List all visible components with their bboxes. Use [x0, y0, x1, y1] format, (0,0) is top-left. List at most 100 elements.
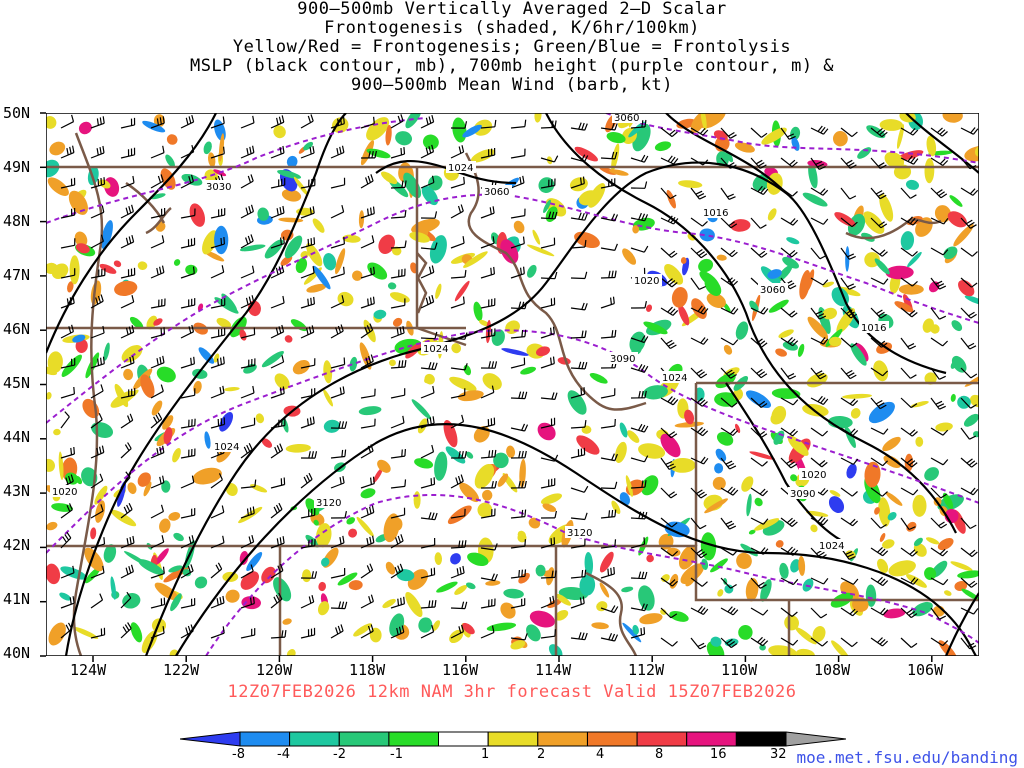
wind-barb — [150, 535, 165, 549]
wind-barb — [720, 306, 739, 315]
shade-patch — [203, 141, 212, 155]
shade-patch — [121, 345, 143, 363]
wind-barb — [360, 116, 375, 129]
shade-patch — [335, 248, 346, 275]
shade-patch — [424, 375, 433, 384]
wind-barb — [270, 145, 285, 159]
wind-barb — [180, 266, 195, 279]
wind-barb — [840, 487, 858, 497]
shade-patch — [473, 301, 483, 322]
wind-barb — [750, 157, 767, 169]
shade-patch — [775, 348, 787, 357]
wind-barb — [540, 392, 558, 400]
wind-barb — [540, 211, 558, 220]
shade-patch — [713, 130, 728, 141]
wind-barb — [540, 570, 557, 579]
wind-barb — [420, 175, 435, 189]
shade-patch — [454, 280, 470, 302]
shade-patch — [925, 537, 940, 545]
shade-patch — [94, 485, 108, 505]
lon-label: 124W — [70, 661, 107, 679]
shade-patch — [261, 438, 273, 448]
shade-patch — [643, 321, 668, 335]
shade-patch — [189, 203, 206, 227]
shade-patch — [787, 435, 809, 456]
wind-barb — [900, 547, 918, 557]
wind-barb — [810, 187, 829, 196]
wind-barb — [690, 426, 709, 437]
wind-barb — [660, 306, 679, 316]
wind-barb — [480, 573, 498, 582]
wind-barb — [450, 204, 464, 219]
wind-barb — [240, 295, 255, 309]
wind-barb — [630, 335, 649, 344]
shade-patch — [192, 467, 222, 485]
wind-barb — [870, 576, 889, 587]
shade-patch — [392, 246, 402, 256]
wind-barb — [510, 148, 526, 159]
shade-patch — [313, 519, 319, 526]
shade-patch — [806, 510, 829, 517]
wind-barb — [60, 207, 76, 219]
wind-barb — [810, 247, 827, 260]
wind-barb — [930, 187, 948, 199]
shade-patch — [74, 231, 88, 247]
shade-patch — [924, 467, 939, 481]
shade-patch — [481, 489, 493, 501]
wind-barb — [150, 566, 165, 579]
colorbar — [180, 731, 846, 747]
wind-barb — [120, 442, 132, 459]
shade-patch — [828, 496, 845, 514]
shade-patch — [168, 565, 183, 573]
wind-barb — [60, 324, 74, 339]
map-panel: 1024 1016 1020 1016 1024 1024 1020 1024 … — [46, 113, 979, 656]
wind-barb — [810, 457, 828, 468]
credit-url[interactable]: moe.met.fsu.edu/banding — [796, 748, 1018, 767]
shade-patch — [874, 507, 880, 515]
shade-patch — [641, 475, 659, 496]
shade-patch — [958, 279, 975, 297]
wind-barb — [480, 449, 497, 459]
shade-patch — [360, 140, 375, 166]
shade-patch — [555, 593, 571, 606]
wind-barb — [90, 145, 105, 159]
wind-barb — [750, 306, 769, 315]
wind-barb — [420, 385, 435, 399]
wind-barb — [930, 157, 949, 167]
shade-patch — [445, 446, 466, 464]
wind-barb — [300, 358, 316, 369]
wind-barb — [300, 206, 315, 219]
shade-patch — [123, 551, 149, 567]
shade-patch — [543, 199, 551, 214]
wind-barb — [390, 268, 406, 279]
shade-patch — [485, 580, 501, 586]
shade-patch — [239, 244, 266, 252]
shade-patch — [352, 270, 363, 281]
shade-patch — [736, 552, 752, 569]
shade-patch — [949, 195, 963, 207]
wind-barb — [270, 205, 285, 219]
wind-barb — [630, 423, 649, 433]
wind-barb — [420, 567, 436, 579]
wind-barb — [780, 217, 799, 226]
wind-barb — [630, 480, 647, 489]
wind-barb — [870, 187, 887, 200]
wind-barb — [360, 150, 377, 159]
shade-patch — [950, 393, 956, 402]
shade-patch — [950, 561, 973, 571]
shade-patch — [85, 566, 101, 584]
wind-barb — [210, 237, 225, 249]
wind-barb — [900, 367, 917, 379]
wind-barb — [960, 547, 978, 558]
wind-barb — [240, 327, 256, 339]
shade-patch — [953, 224, 974, 247]
wind-barb — [600, 539, 617, 549]
shade-patch — [286, 155, 298, 168]
wind-barb — [870, 546, 889, 557]
shade-patch — [723, 344, 733, 355]
wind-barb — [330, 116, 345, 129]
wind-barb — [240, 115, 255, 129]
wind-barb — [780, 577, 799, 586]
wind-barb — [840, 127, 858, 138]
wind-barb — [180, 508, 196, 519]
